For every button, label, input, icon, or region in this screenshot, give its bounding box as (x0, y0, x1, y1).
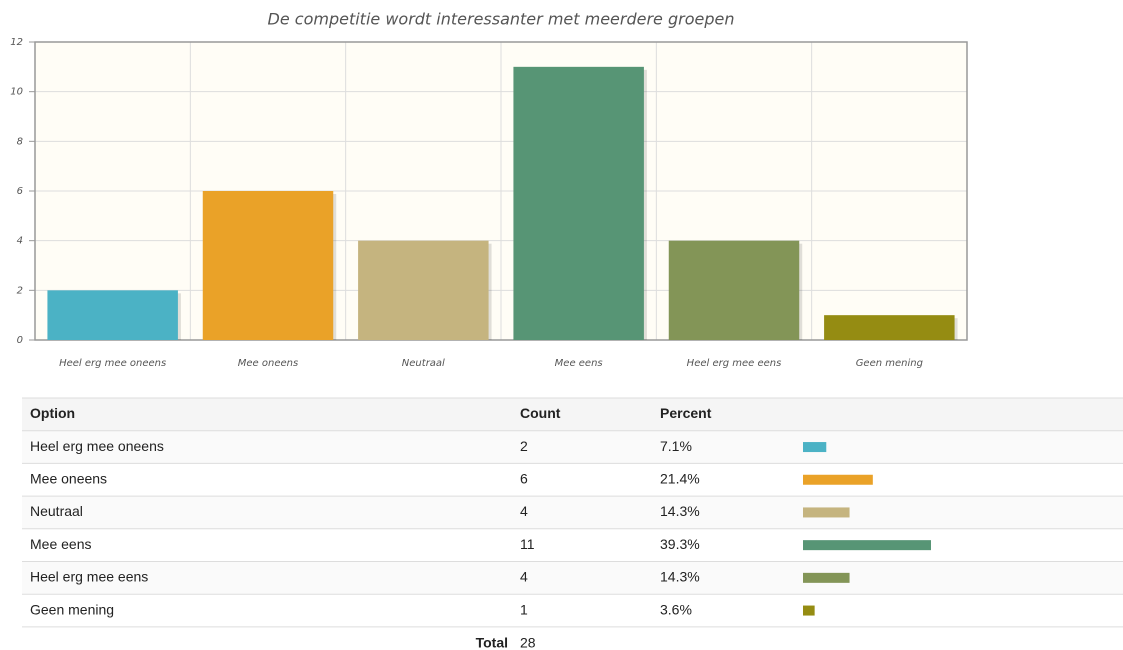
option-cell: Neutraal (30, 503, 83, 519)
y-tick-label: 8 (17, 136, 23, 147)
x-tick-label: Geen mening (856, 358, 923, 369)
table-row-bg (22, 496, 1123, 529)
percent-cell: 39.3% (660, 536, 700, 552)
x-tick-label: Heel erg mee eens (687, 358, 782, 369)
count-cell: 1 (520, 601, 528, 617)
mini-bar (803, 474, 873, 485)
total-label: Total (476, 635, 508, 650)
table-header: Percent (660, 405, 712, 421)
x-tick-label: Heel erg mee oneens (59, 358, 166, 369)
percent-cell: 14.3% (660, 569, 700, 585)
plot-border (34, 41, 968, 341)
mini-bar (803, 442, 827, 453)
x-tick-label: Neutraal (402, 358, 445, 369)
mini-bar (803, 507, 850, 518)
mini-bar (803, 540, 931, 551)
option-cell: Heel erg mee oneens (30, 438, 164, 454)
y-tick-label: 12 (10, 37, 23, 48)
option-cell: Heel erg mee eens (30, 569, 148, 585)
table-row-bg (22, 430, 1123, 464)
percent-cell: 3.6% (660, 601, 692, 617)
bar (513, 66, 644, 340)
option-cell: Mee eens (30, 536, 91, 552)
mini-bar (803, 605, 815, 616)
bar (202, 191, 334, 340)
count-cell: 4 (520, 503, 528, 519)
bar (824, 315, 955, 340)
option-cell: Geen mening (30, 601, 114, 617)
option-cell: Mee oneens (30, 470, 107, 486)
bar (358, 240, 489, 340)
x-tick-label: Mee eens (555, 358, 603, 369)
y-tick-label: 10 (10, 87, 23, 98)
table-header: Option (30, 405, 75, 421)
count-cell: 4 (520, 569, 528, 585)
total-value: 28 (520, 635, 536, 650)
count-cell: 2 (520, 438, 528, 454)
percent-cell: 21.4% (660, 470, 700, 486)
y-tick-label: 6 (17, 186, 23, 197)
bar (668, 240, 800, 340)
y-tick-label: 4 (17, 236, 23, 247)
percent-cell: 7.1% (660, 438, 692, 454)
bar (47, 290, 178, 340)
y-tick-label: 0 (17, 335, 23, 346)
table-header: Count (520, 405, 561, 421)
x-tick-label: Mee oneens (238, 358, 298, 369)
table-row-bg (22, 561, 1123, 595)
count-cell: 6 (520, 470, 528, 486)
mini-bar (803, 572, 850, 583)
y-tick-label: 2 (17, 285, 23, 296)
chart-title: De competitie wordt interessanter met me… (268, 10, 735, 29)
table-header-bg (22, 398, 1123, 431)
count-cell: 11 (520, 536, 535, 552)
percent-cell: 14.3% (660, 503, 700, 519)
